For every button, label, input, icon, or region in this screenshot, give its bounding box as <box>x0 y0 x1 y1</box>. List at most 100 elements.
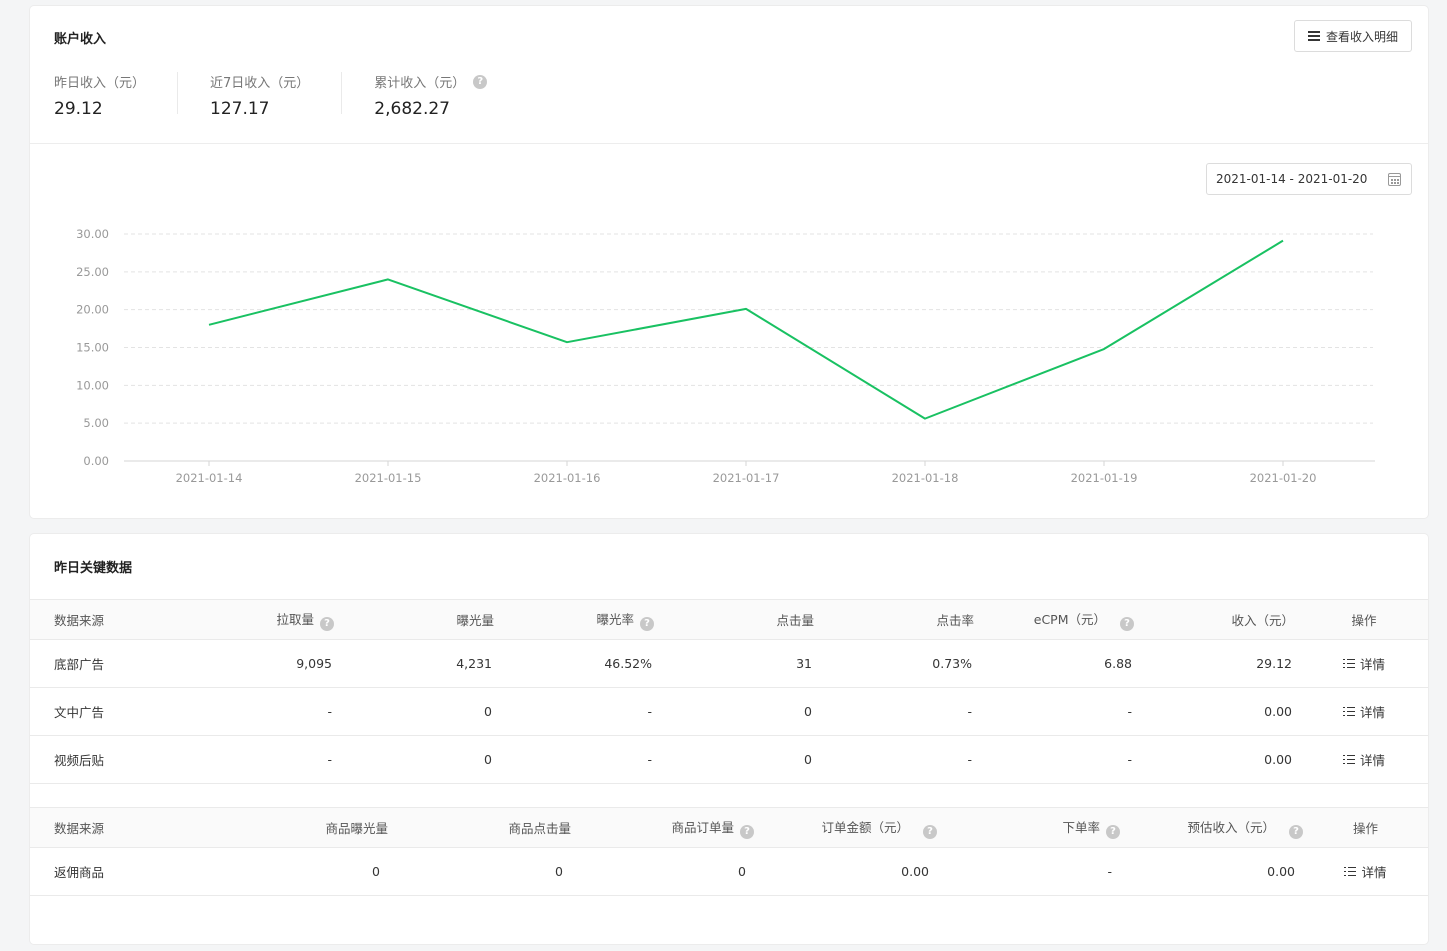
col-ctr: 点击率 <box>820 599 980 640</box>
col-source: 数据来源 <box>30 807 205 848</box>
x-tick-label: 2021-01-15 <box>355 471 422 485</box>
col-product-exposure: 商品曝光量 <box>205 807 388 848</box>
col-fetch-label: 拉取量 <box>276 611 314 627</box>
help-icon[interactable]: ? <box>740 824 754 839</box>
list-icon <box>1342 706 1355 717</box>
table-header-row: 数据来源 商品曝光量 商品点击量 商品订单量? 订单金额（元）? 下单率? 预估… <box>30 807 1428 848</box>
calendar-icon <box>1388 173 1401 186</box>
ad-data-table: 数据来源 拉取量? 曝光量 曝光率? 点击量 点击率 eCPM（元）? 收入（元… <box>30 599 1428 784</box>
table-header-row: 数据来源 拉取量? 曝光量 曝光率? 点击量 点击率 eCPM（元）? 收入（元… <box>30 599 1428 640</box>
col-est-income: 预估收入（元）? <box>1120 807 1303 848</box>
help-icon[interactable]: ? <box>923 824 937 839</box>
cell-value: - <box>327 704 332 719</box>
divider <box>30 143 1428 144</box>
series-line <box>208 239 1284 420</box>
row-action: 详情 <box>1300 688 1428 736</box>
y-tick-label: 20.00 <box>76 303 109 317</box>
col-source: 数据来源 <box>30 599 180 640</box>
help-icon[interactable]: ? <box>640 616 654 631</box>
cell-source: 底部广告 <box>54 657 105 672</box>
x-tick-label: 2021-01-19 <box>1071 471 1138 485</box>
cell-value: - <box>967 752 972 767</box>
col-exposure-rate-label: 曝光率 <box>596 611 634 627</box>
stat-7days: 近7日收入（元） 127.17 <box>210 72 343 119</box>
detail-label: 详情 <box>1359 705 1385 720</box>
y-tick-label: 5.00 <box>83 416 109 430</box>
cell-value: 46.52% <box>604 656 652 671</box>
col-product-orders-label: 商品订单量 <box>671 819 734 835</box>
cell-value: - <box>1107 864 1112 879</box>
cell-value: 6.88 <box>1104 656 1132 671</box>
menu-icon <box>1307 31 1320 41</box>
cell-value: - <box>967 704 972 719</box>
detail-label: 详情 <box>1359 753 1385 768</box>
view-income-detail-button[interactable]: 查看收入明细 <box>1294 20 1412 52</box>
x-tick-label: 2021-01-18 <box>892 471 959 485</box>
x-tick-label: 2021-01-16 <box>534 471 601 485</box>
date-range-picker[interactable]: 2021-01-14 - 2021-01-20 <box>1206 163 1412 195</box>
detail-link[interactable]: 详情 <box>1342 702 1385 721</box>
help-icon[interactable]: ? <box>1289 824 1303 839</box>
col-clicks: 点击量 <box>660 599 820 640</box>
cell-value: - <box>327 752 332 767</box>
col-action: 操作 <box>1300 599 1428 640</box>
stat-label: 累计收入（元） <box>374 76 466 91</box>
table-row: 视频后贴 - 0 - 0 - - 0.00 详情 <box>30 736 1428 784</box>
cell-value: 29.12 <box>1256 656 1292 671</box>
col-exposure: 曝光量 <box>340 599 500 640</box>
view-income-detail-label: 查看收入明细 <box>1325 29 1398 44</box>
cell-value: 0.00 <box>901 864 929 879</box>
detail-label: 详情 <box>1361 865 1387 880</box>
cell-value: 0 <box>372 864 380 879</box>
list-icon <box>1342 754 1355 765</box>
cell-value: 0 <box>484 704 492 719</box>
list-icon <box>1342 658 1355 669</box>
x-tick-label: 2021-01-20 <box>1250 471 1317 485</box>
stat-label-row: 累计收入（元） ? <box>374 72 488 91</box>
x-tick-label: 2021-01-17 <box>713 471 780 485</box>
help-icon[interactable]: ? <box>320 616 334 631</box>
cell-value: 31 <box>796 656 812 671</box>
date-range-value: 2021-01-14 - 2021-01-20 <box>1216 172 1368 186</box>
list-icon <box>1344 866 1357 877</box>
cell-value: 0 <box>738 864 746 879</box>
cell-value: 9,095 <box>296 656 332 671</box>
cell-value: - <box>1127 704 1132 719</box>
cell-value: - <box>647 704 652 719</box>
x-tick-label: 2021-01-14 <box>176 471 243 485</box>
cell-source: 返佣商品 <box>54 865 105 880</box>
key-data-title: 昨日关键数据 <box>54 561 133 576</box>
stat-label: 近7日收入（元） <box>210 76 310 91</box>
col-product-clicks: 商品点击量 <box>388 807 571 848</box>
help-icon[interactable]: ? <box>473 74 488 89</box>
row-action: 详情 <box>1300 640 1428 688</box>
key-data-card: 昨日关键数据 数据来源 拉取量? 曝光量 曝光率? 点击量 点击率 eCPM（元… <box>30 534 1428 944</box>
income-stats: 昨日收入（元） 29.12 近7日收入（元） 127.17 累计收入（元） ? … <box>54 72 551 119</box>
cell-value: 0.00 <box>1267 864 1295 879</box>
cell-source: 视频后贴 <box>54 753 105 768</box>
row-action: 详情 <box>1300 736 1428 784</box>
stat-yesterday: 昨日收入（元） 29.12 <box>54 72 179 119</box>
col-income: 收入（元） <box>1140 599 1300 640</box>
cell-value: 0.00 <box>1264 704 1292 719</box>
cell-value: 0.00 <box>1264 752 1292 767</box>
cell-source: 文中广告 <box>54 705 105 720</box>
y-tick-label: 15.00 <box>76 341 109 355</box>
cell-value: 4,231 <box>456 656 492 671</box>
y-tick-label: 25.00 <box>76 265 109 279</box>
col-order-rate: 下单率? <box>937 807 1120 848</box>
cell-value: 0 <box>484 752 492 767</box>
y-tick-label: 10.00 <box>76 378 109 392</box>
help-icon[interactable]: ? <box>1106 824 1120 839</box>
cell-value: - <box>1127 752 1132 767</box>
stat-value: 2,682.27 <box>374 99 450 119</box>
y-tick-label: 30.00 <box>76 227 109 241</box>
stat-total: 累计收入（元） ? 2,682.27 <box>374 72 519 119</box>
cell-value: 0 <box>555 864 563 879</box>
detail-link[interactable]: 详情 <box>1342 654 1385 673</box>
table-row: 底部广告 9,095 4,231 46.52% 31 0.73% 6.88 29.12 详情 <box>30 640 1428 688</box>
detail-link[interactable]: 详情 <box>1344 862 1387 881</box>
detail-label: 详情 <box>1359 657 1385 672</box>
detail-link[interactable]: 详情 <box>1342 750 1385 769</box>
help-icon[interactable]: ? <box>1120 616 1134 631</box>
